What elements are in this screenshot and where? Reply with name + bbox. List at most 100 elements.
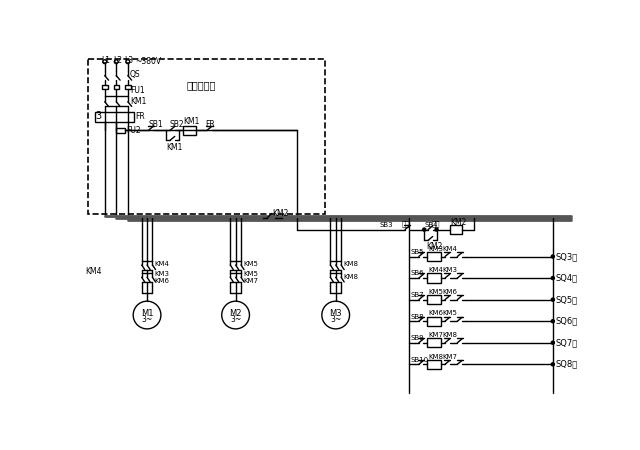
Bar (183, 126, 196, 135)
Text: 3~: 3~ (330, 315, 341, 324)
Bar (95, 112, 134, 122)
Text: KM3: KM3 (428, 246, 443, 252)
Text: SB8: SB8 (410, 314, 424, 320)
Circle shape (280, 216, 284, 220)
Circle shape (551, 255, 554, 258)
Text: KM6: KM6 (428, 310, 443, 316)
Text: 3~: 3~ (141, 315, 153, 324)
Text: 3: 3 (95, 111, 102, 122)
Circle shape (551, 216, 554, 220)
Text: KM3
KM6: KM3 KM6 (155, 271, 170, 284)
Text: KM8: KM8 (428, 354, 443, 360)
Text: FU1: FU1 (130, 86, 145, 95)
Text: QS: QS (130, 69, 141, 78)
Bar (428, 316, 441, 326)
Text: SQ7前: SQ7前 (555, 338, 577, 347)
Bar (428, 295, 441, 304)
Bar (125, 85, 131, 89)
Circle shape (551, 320, 554, 323)
Circle shape (103, 60, 107, 63)
Text: KM8: KM8 (344, 274, 358, 280)
Text: 3~: 3~ (230, 315, 241, 324)
Text: FR: FR (205, 120, 214, 129)
Text: KM2: KM2 (273, 209, 289, 218)
Text: M2: M2 (229, 309, 242, 318)
Text: FR: FR (136, 112, 145, 121)
Circle shape (140, 216, 143, 220)
Text: SB10: SB10 (410, 357, 429, 363)
Circle shape (228, 216, 232, 220)
Text: SB3: SB3 (380, 222, 394, 228)
Bar (102, 85, 108, 89)
Bar (114, 85, 119, 89)
Text: SQ6右: SQ6右 (555, 317, 577, 326)
Text: SQ3上: SQ3上 (555, 252, 577, 261)
Bar (428, 252, 441, 261)
Text: KM1: KM1 (166, 144, 182, 153)
Text: KM7: KM7 (428, 332, 443, 338)
Bar (450, 225, 462, 234)
Circle shape (221, 301, 250, 329)
Text: KM5
KM7: KM5 KM7 (243, 271, 259, 284)
Bar (116, 128, 125, 133)
Circle shape (322, 301, 349, 329)
Text: L2: L2 (113, 56, 122, 65)
Text: ~380V: ~380V (136, 57, 162, 66)
Text: KM4: KM4 (443, 246, 458, 252)
Circle shape (115, 60, 118, 63)
Text: L1: L1 (102, 56, 111, 65)
Text: M3: M3 (330, 309, 342, 318)
Circle shape (551, 341, 554, 344)
Text: SQ4下: SQ4下 (555, 274, 577, 283)
Text: KM3: KM3 (443, 267, 458, 273)
Text: 总开: 总开 (432, 221, 440, 227)
Text: SQ8后: SQ8后 (555, 360, 577, 369)
Text: 总停: 总停 (401, 221, 410, 227)
Circle shape (551, 363, 554, 366)
Circle shape (422, 228, 426, 231)
Circle shape (435, 228, 438, 231)
Circle shape (239, 216, 243, 220)
Text: KM1: KM1 (183, 117, 200, 126)
Text: L3: L3 (125, 56, 134, 65)
Text: KM8: KM8 (344, 261, 358, 267)
Circle shape (551, 298, 554, 301)
Text: FU2: FU2 (126, 126, 141, 135)
Text: KM4: KM4 (86, 267, 102, 276)
Circle shape (334, 216, 337, 220)
Text: KM7: KM7 (443, 354, 458, 360)
Text: KM5: KM5 (428, 289, 443, 295)
Text: KM5: KM5 (243, 261, 258, 267)
Text: SB6: SB6 (410, 270, 424, 276)
Text: SB2: SB2 (170, 120, 184, 129)
Bar (428, 338, 441, 347)
Text: KM5: KM5 (443, 310, 458, 316)
Text: KM6: KM6 (443, 289, 458, 295)
Text: 地面配电柜: 地面配电柜 (186, 80, 216, 90)
Text: SQ5左: SQ5左 (555, 295, 577, 304)
Text: SB7: SB7 (410, 292, 424, 298)
Circle shape (551, 277, 554, 279)
Circle shape (261, 216, 264, 220)
Text: SB4: SB4 (424, 222, 438, 228)
Circle shape (126, 60, 130, 63)
Text: KM8: KM8 (443, 332, 458, 338)
Text: KM4: KM4 (428, 267, 443, 273)
Text: M1: M1 (141, 309, 154, 318)
Circle shape (407, 216, 410, 220)
Text: KM4: KM4 (155, 261, 170, 267)
Text: SB5: SB5 (410, 249, 424, 255)
Circle shape (473, 216, 476, 220)
Bar (88, 58, 325, 214)
Circle shape (340, 216, 342, 220)
Circle shape (234, 216, 237, 220)
Circle shape (133, 301, 161, 329)
Bar (428, 360, 441, 369)
Text: KM2: KM2 (451, 218, 467, 227)
Circle shape (329, 216, 332, 220)
Text: SB9: SB9 (410, 335, 424, 341)
Circle shape (151, 216, 154, 220)
Text: KM1: KM1 (130, 97, 147, 106)
Bar (428, 274, 441, 283)
Text: SB1: SB1 (148, 120, 163, 129)
